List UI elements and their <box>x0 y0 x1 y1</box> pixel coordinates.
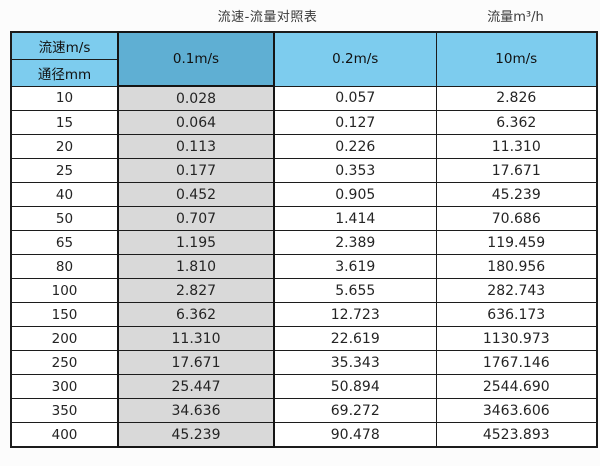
value-cell: 6.362 <box>435 110 598 135</box>
value-cell: 17.671 <box>435 158 598 183</box>
value-cell: 4523.893 <box>435 422 598 448</box>
diameter-cell: 25 <box>10 158 119 183</box>
column-header-10ms: 10m/s <box>435 31 598 87</box>
table-row: 100 2.827 5.655 282.743 <box>10 278 598 303</box>
diameter-cell: 10 <box>10 85 119 111</box>
diameter-cell: 80 <box>10 254 119 279</box>
diameter-cell: 20 <box>10 134 119 159</box>
table-row: 250 17.671 35.343 1767.146 <box>10 350 598 375</box>
value-cell: 282.743 <box>435 278 598 303</box>
diameter-cell: 100 <box>10 278 119 303</box>
value-cell: 69.272 <box>273 398 437 423</box>
table-row: 15 0.064 0.127 6.362 <box>10 110 598 135</box>
diameter-cell: 40 <box>10 182 119 207</box>
value-cell: 70.686 <box>435 206 598 231</box>
table-row: 10 0.028 0.057 2.826 <box>10 85 598 111</box>
diameter-cell: 300 <box>10 374 119 399</box>
value-cell: 1.414 <box>273 206 437 231</box>
corner-velocity-label: 流速m/s <box>10 31 119 60</box>
value-cell: 0.064 <box>117 110 275 135</box>
value-cell: 2.827 <box>117 278 275 303</box>
table-header: 流速m/s 0.1m/s 0.2m/s 10m/s 通径mm <box>10 31 598 87</box>
table-row: 25 0.177 0.353 17.671 <box>10 158 598 183</box>
diameter-cell: 350 <box>10 398 119 423</box>
table-title: 流速-流量对照表 <box>217 10 318 25</box>
value-cell: 3.619 <box>273 254 437 279</box>
value-cell: 0.177 <box>117 158 275 183</box>
table-row: 350 34.636 69.272 3463.606 <box>10 398 598 423</box>
value-cell: 45.239 <box>435 182 598 207</box>
value-cell: 0.127 <box>273 110 437 135</box>
value-cell: 0.353 <box>273 158 437 183</box>
value-cell: 0.707 <box>117 206 275 231</box>
diameter-cell: 250 <box>10 350 119 375</box>
value-cell: 2544.690 <box>435 374 598 399</box>
table-body: 10 0.028 0.057 2.826 15 0.064 0.127 6.362 20 0.11… <box>10 85 598 448</box>
value-cell: 180.956 <box>435 254 598 279</box>
table-row: 200 11.310 22.619 1130.973 <box>10 326 598 351</box>
diameter-cell: 65 <box>10 230 119 255</box>
table-row: 20 0.113 0.226 11.310 <box>10 134 598 159</box>
value-cell: 119.459 <box>435 230 598 255</box>
corner-diameter-label: 通径mm <box>10 58 119 87</box>
value-cell: 3463.606 <box>435 398 598 423</box>
value-cell: 0.113 <box>117 134 275 159</box>
table-row: 300 25.447 50.894 2544.690 <box>10 374 598 399</box>
velocity-flow-table: 流速m/s 0.1m/s 0.2m/s 10m/s 通径mm 10 0.028 0.… <box>10 31 598 448</box>
value-cell: 1.195 <box>117 230 275 255</box>
diameter-cell: 400 <box>10 422 119 448</box>
flow-unit-label: 流量m³/h <box>487 10 544 25</box>
value-cell: 2.826 <box>435 85 598 111</box>
table-row: 40 0.452 0.905 45.239 <box>10 182 598 207</box>
value-cell: 34.636 <box>117 398 275 423</box>
value-cell: 12.723 <box>273 302 437 327</box>
table-row: 80 1.810 3.619 180.956 <box>10 254 598 279</box>
value-cell: 17.671 <box>117 350 275 375</box>
value-cell: 1767.146 <box>435 350 598 375</box>
table-row: 400 45.239 90.478 4523.893 <box>10 422 598 448</box>
value-cell: 11.310 <box>435 134 598 159</box>
value-cell: 2.389 <box>273 230 437 255</box>
value-cell: 22.619 <box>273 326 437 351</box>
value-cell: 90.478 <box>273 422 437 448</box>
value-cell: 1130.973 <box>435 326 598 351</box>
column-header-0-2ms: 0.2m/s <box>273 31 437 87</box>
value-cell: 5.655 <box>273 278 437 303</box>
column-header-0-1ms: 0.1m/s <box>117 31 275 87</box>
value-cell: 50.894 <box>273 374 437 399</box>
value-cell: 45.239 <box>117 422 275 448</box>
value-cell: 0.905 <box>273 182 437 207</box>
value-cell: 1.810 <box>117 254 275 279</box>
table-row: 65 1.195 2.389 119.459 <box>10 230 598 255</box>
value-cell: 636.173 <box>435 302 598 327</box>
value-cell: 0.452 <box>117 182 275 207</box>
value-cell: 0.226 <box>273 134 437 159</box>
value-cell: 6.362 <box>117 302 275 327</box>
diameter-cell: 50 <box>10 206 119 231</box>
table-row: 50 0.707 1.414 70.686 <box>10 206 598 231</box>
diameter-cell: 200 <box>10 326 119 351</box>
table-row: 150 6.362 12.723 636.173 <box>10 302 598 327</box>
value-cell: 25.447 <box>117 374 275 399</box>
diameter-cell: 15 <box>10 110 119 135</box>
value-cell: 11.310 <box>117 326 275 351</box>
value-cell: 0.028 <box>117 85 275 111</box>
value-cell: 35.343 <box>273 350 437 375</box>
diameter-cell: 150 <box>10 302 119 327</box>
value-cell: 0.057 <box>273 85 437 111</box>
